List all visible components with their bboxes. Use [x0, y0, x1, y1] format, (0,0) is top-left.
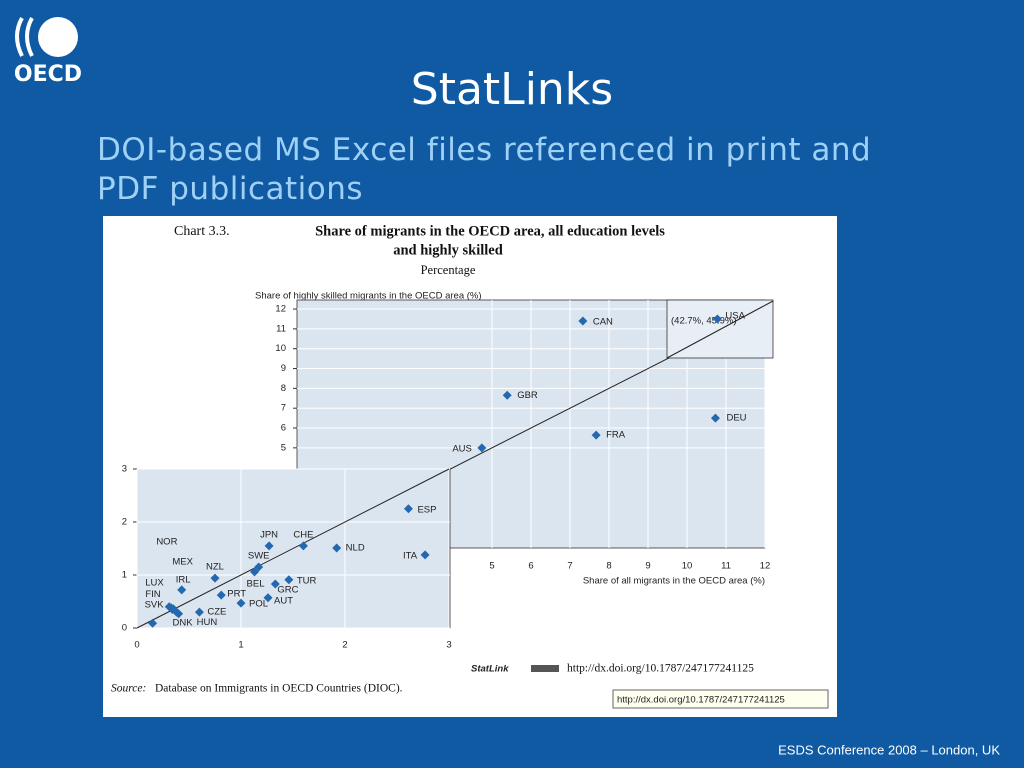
logo-text: OECD — [14, 62, 82, 87]
y-tick-label: 12 — [275, 304, 286, 315]
y-tick-label: 1 — [122, 570, 127, 581]
point — [210, 573, 220, 583]
point — [477, 443, 487, 453]
y-tick-label: 0 — [122, 623, 127, 634]
x-tick-label: 2 — [342, 640, 347, 651]
point — [174, 609, 184, 619]
point-label: FIN — [145, 589, 160, 600]
point-label: BEL — [247, 578, 265, 589]
point-label: NOR — [156, 536, 177, 547]
y-tick-label: 11 — [276, 323, 286, 334]
point-label: NLD — [346, 542, 365, 553]
point-label: SWE — [248, 551, 270, 562]
point-label: JPN — [260, 529, 278, 540]
point-label: PRT — [227, 589, 246, 600]
point — [264, 541, 274, 551]
y-tick-label: 8 — [281, 383, 286, 394]
annotation: (42.7%, 45.9%) — [671, 316, 736, 327]
point — [332, 543, 342, 553]
x-axis-label: Share of all migrants in the OECD area (… — [583, 576, 765, 587]
point — [403, 504, 413, 514]
point-label: CZE — [207, 607, 226, 618]
point — [578, 316, 588, 326]
x-tick-label: 3 — [446, 640, 451, 651]
diagonal — [666, 300, 774, 359]
statlink-url[interactable]: http://dx.doi.org/10.1787/247177241125 — [567, 663, 754, 675]
statlink-icon — [531, 665, 559, 672]
point-label: FRA — [606, 430, 626, 441]
y-tick-label: 6 — [281, 423, 286, 434]
point — [216, 590, 226, 600]
y-tick-label: 7 — [281, 403, 286, 414]
point — [148, 618, 158, 628]
point-label: DEU — [726, 413, 746, 424]
chart-number: Chart 3.3. — [174, 224, 230, 239]
x-tick-label: 0 — [134, 640, 139, 651]
point-label: TUR — [297, 575, 317, 586]
point — [194, 607, 204, 617]
y-tick-label: 3 — [122, 464, 127, 475]
slide-subtitle: DOI-based MS Excel files referenced in p… — [97, 132, 872, 207]
point-label: CHE — [293, 529, 313, 540]
tooltip: http://dx.doi.org/10.1787/247177241125 — [617, 695, 785, 706]
y-tick-label: 9 — [281, 363, 286, 374]
point-label: MEX — [172, 556, 193, 567]
point-label: IRL — [176, 574, 191, 585]
point-label: AUT — [274, 595, 293, 606]
y-tick-label: 5 — [281, 442, 286, 453]
point-label: ITA — [403, 550, 418, 561]
point — [236, 598, 246, 608]
x-tick-label: 12 — [760, 561, 771, 572]
source-label: Source: — [111, 683, 146, 695]
y-tick-label: 2 — [122, 517, 127, 528]
point — [270, 579, 280, 589]
point-label: POL — [249, 599, 268, 610]
point-label: NZL — [206, 562, 224, 573]
point — [420, 550, 430, 560]
point-label: CAN — [593, 316, 613, 327]
chart-title: and highly skilled — [393, 242, 503, 258]
y-axis-label: Share of highly skilled migrants in the … — [255, 291, 482, 302]
x-tick-label: 1 — [238, 640, 243, 651]
x-tick-label: 6 — [528, 561, 533, 572]
slide-footer: ESDS Conference 2008 – London, UK — [778, 742, 1000, 757]
x-tick-label: 5 — [489, 561, 494, 572]
point — [591, 430, 601, 440]
point — [502, 390, 512, 400]
x-tick-label: 7 — [567, 561, 572, 572]
tooltip-box — [612, 689, 829, 709]
point-label: AUS — [452, 443, 472, 454]
point-label: SVK — [145, 600, 165, 611]
point — [710, 413, 720, 423]
statlink-label: StatLink — [471, 664, 509, 675]
point-label: HUN — [197, 617, 218, 628]
x-tick-label: 9 — [645, 561, 650, 572]
point-label: DNK — [173, 618, 194, 629]
x-tick-label: 11 — [721, 561, 731, 572]
point-label: GRC — [277, 585, 298, 596]
point-label: LUX — [145, 577, 164, 588]
point — [250, 567, 260, 577]
point-label: ESP — [417, 504, 436, 515]
point — [712, 314, 722, 324]
point — [177, 585, 187, 595]
diagonal — [136, 468, 450, 629]
chart-title: Share of migrants in the OECD area, all … — [315, 223, 665, 239]
source: Database on Immigrants in OECD Countries… — [155, 683, 403, 695]
point-label: GBR — [517, 390, 538, 401]
point-label: USA — [725, 310, 745, 321]
point — [298, 541, 308, 551]
point — [263, 593, 273, 603]
y-tick-label: 10 — [275, 343, 286, 354]
chart-subtitle: Percentage — [421, 263, 476, 277]
x-tick-label: 8 — [606, 561, 611, 572]
slide-title: StatLinks — [411, 64, 613, 115]
x-tick-label: 10 — [682, 561, 693, 572]
logo: OECD — [14, 17, 82, 87]
point — [284, 575, 294, 585]
